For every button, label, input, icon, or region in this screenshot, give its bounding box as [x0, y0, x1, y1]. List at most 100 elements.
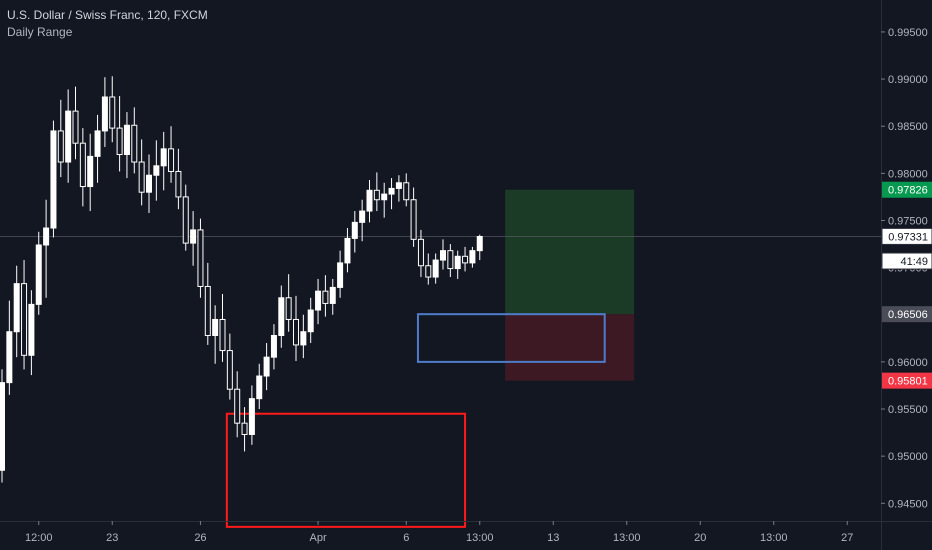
current-price-label: 0.97331 — [881, 227, 932, 245]
candle-body — [432, 259, 439, 278]
candle — [322, 275, 329, 317]
candle-body — [197, 229, 204, 287]
zones-layer — [0, 189, 881, 528]
candle-body — [351, 221, 358, 239]
x-tick-label: 13 — [547, 532, 559, 544]
candle — [0, 369, 5, 483]
candle-body — [153, 165, 160, 176]
candle — [410, 187, 417, 247]
candle-body — [462, 255, 469, 264]
candle — [72, 86, 79, 160]
candle-body — [123, 124, 130, 155]
candle — [197, 218, 204, 298]
candle — [476, 234, 483, 261]
symbol-title: U.S. Dollar / Swiss Franc, 120, FXCM — [7, 8, 208, 22]
candle-body — [57, 130, 64, 163]
price-label-text: 0.96506 — [888, 309, 928, 321]
price-label-text: 41:49 — [900, 256, 928, 268]
x-tick-label: 27 — [841, 532, 853, 544]
candle-body — [263, 356, 270, 377]
candle-body — [425, 265, 432, 278]
price-label-text: 0.97826 — [888, 185, 928, 197]
candle — [329, 278, 336, 315]
candle-body — [116, 127, 123, 155]
candle — [462, 246, 469, 272]
candle — [109, 76, 116, 143]
candle — [263, 343, 270, 391]
candle-body — [329, 286, 336, 304]
candle-body — [270, 334, 277, 358]
candle — [35, 231, 42, 315]
price-label-bg — [881, 252, 932, 270]
candle-body — [21, 283, 28, 356]
candle-body — [447, 250, 454, 270]
candle — [395, 175, 402, 202]
candle-body — [322, 290, 329, 304]
x-tick-label: 26 — [194, 532, 206, 544]
red-demand-zone[interactable] — [225, 412, 467, 528]
candle — [300, 314, 307, 359]
candle-body — [13, 283, 20, 333]
y-tick-label: 0.98000 — [888, 168, 928, 180]
candle-body — [101, 96, 108, 132]
y-tick-label: 0.99000 — [888, 74, 928, 86]
candle — [219, 294, 226, 362]
candle — [469, 246, 476, 268]
candle-body — [72, 110, 79, 144]
candle-body — [65, 110, 72, 163]
candle — [270, 324, 277, 370]
profit-zone[interactable] — [505, 189, 635, 315]
candle — [182, 184, 189, 251]
candle-body — [293, 318, 299, 346]
candle — [65, 89, 72, 183]
candle-body — [410, 199, 417, 240]
price-label-bg — [881, 227, 932, 245]
price-label-bg — [882, 372, 932, 389]
candle-body — [285, 297, 292, 320]
candle — [57, 99, 64, 178]
loss-zone[interactable] — [505, 314, 635, 381]
target-price-label: 0.97826 — [882, 181, 932, 198]
candle — [234, 371, 241, 438]
candle — [351, 211, 358, 253]
candle-body — [146, 174, 152, 193]
candle-body — [35, 244, 42, 305]
price-label-bg — [882, 181, 932, 198]
candle-body — [0, 382, 5, 471]
candle-body — [109, 96, 116, 129]
candle-body — [226, 350, 233, 390]
y-tick-label: 0.95500 — [888, 404, 928, 416]
candle-body — [138, 161, 145, 193]
candle — [366, 179, 373, 223]
candle-body — [469, 250, 476, 264]
x-tick-label: 20 — [694, 532, 706, 544]
candle — [293, 295, 299, 361]
candle-body — [359, 210, 366, 223]
candle — [256, 363, 263, 410]
candle — [278, 285, 285, 348]
candle — [373, 172, 380, 212]
candle — [285, 274, 292, 332]
y-tick-label: 0.96000 — [888, 357, 928, 369]
candle-body — [160, 148, 167, 167]
candle-body — [454, 255, 461, 270]
candle — [175, 148, 182, 210]
candle — [440, 239, 446, 270]
candle — [204, 262, 211, 345]
candle-body — [248, 398, 255, 435]
candle-body — [337, 262, 344, 288]
candle — [101, 77, 108, 147]
candle-body — [50, 130, 57, 229]
candle-body — [175, 170, 182, 198]
candle-body — [417, 238, 424, 267]
candle — [168, 126, 175, 183]
candle-body — [6, 331, 13, 384]
candle — [131, 107, 138, 174]
candle-body — [256, 375, 263, 400]
blue-demand-zone[interactable] — [416, 313, 606, 363]
candle-body — [87, 155, 94, 188]
candle — [50, 120, 57, 238]
